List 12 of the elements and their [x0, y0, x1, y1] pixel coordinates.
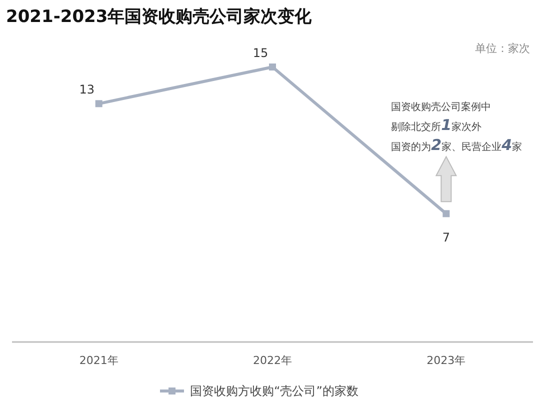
annotation: 国资的为2家、民营企业4家: [391, 136, 522, 154]
x-tick-label: 2021年: [79, 354, 118, 367]
annotation: 剔除北交所1家次外: [391, 116, 482, 134]
x-tick-label: 2023年: [426, 354, 466, 367]
text: 单位：家次: [475, 42, 530, 55]
annotation: 国资收购壳公司案例中: [391, 101, 492, 113]
x-tick-label: 2022年: [253, 354, 292, 367]
legend-label: 国资收购方收购“壳公司”的家数: [190, 384, 358, 398]
data-label: 7: [442, 230, 450, 245]
chart-title: 2021-2023年国资收购壳公司家次变化: [6, 7, 313, 27]
data-label: 13: [79, 82, 94, 97]
data-label: 15: [252, 46, 268, 60]
